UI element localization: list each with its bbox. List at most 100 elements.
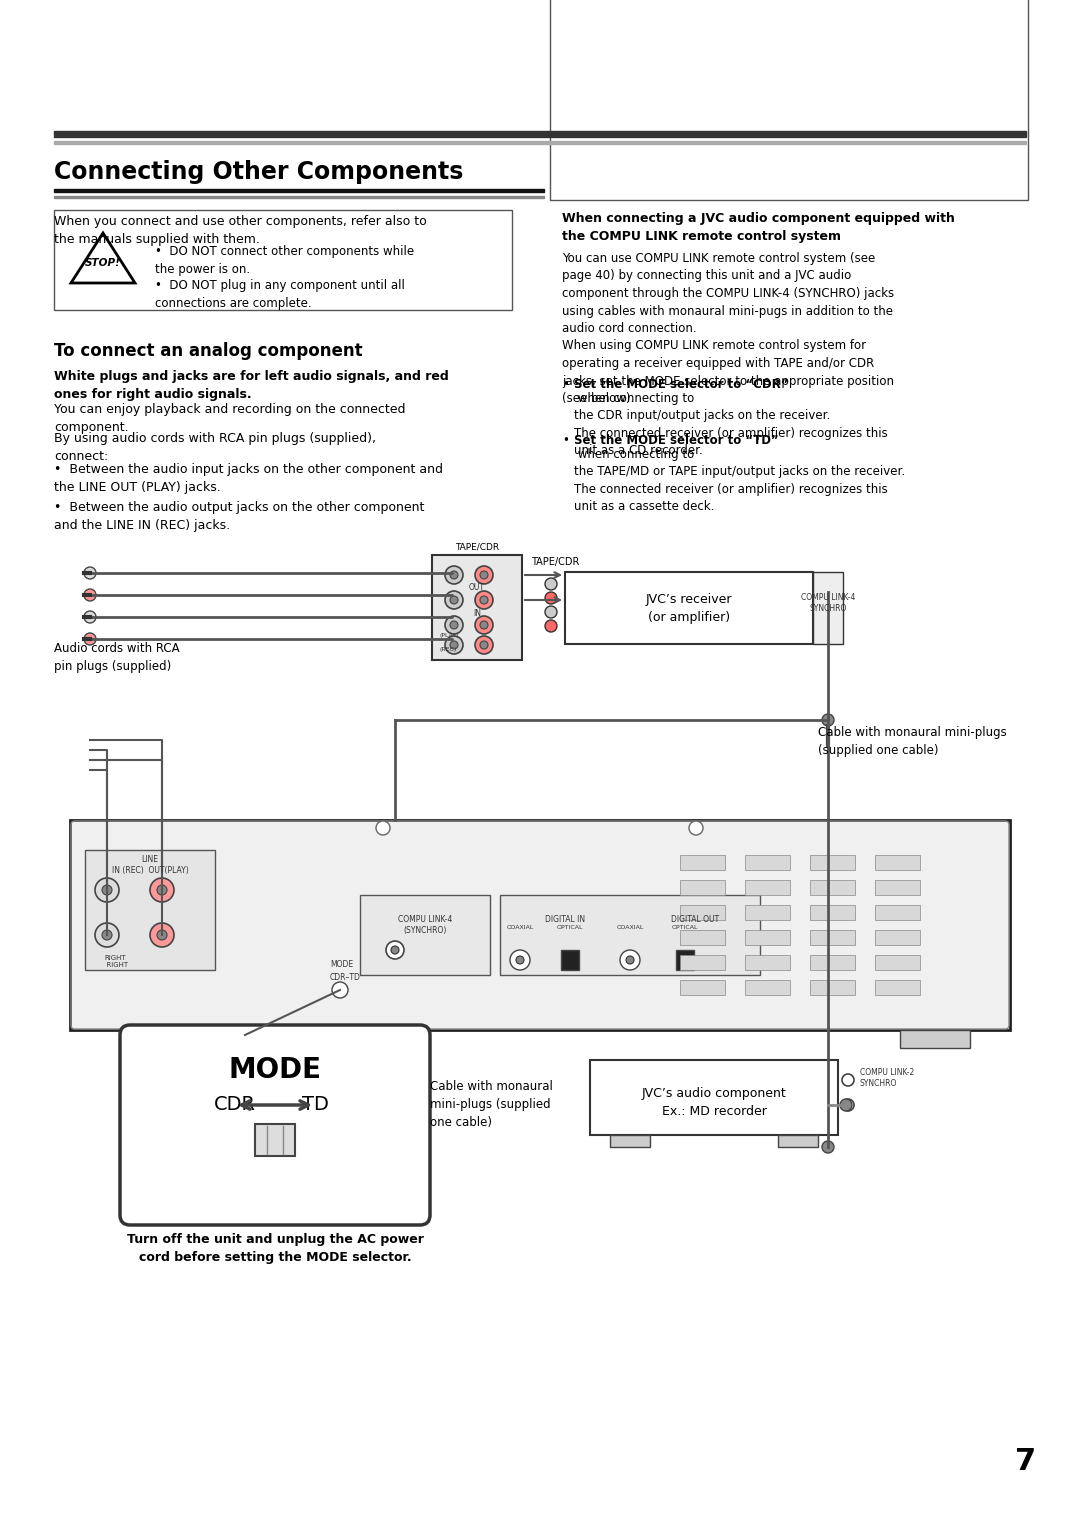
Text: JVC’s audio component
Ex.: MD recorder: JVC’s audio component Ex.: MD recorder bbox=[642, 1087, 786, 1118]
Bar bbox=[590, 1060, 838, 1135]
Circle shape bbox=[445, 566, 463, 584]
Bar bbox=[745, 881, 789, 894]
Circle shape bbox=[386, 940, 404, 959]
Circle shape bbox=[450, 621, 458, 628]
Circle shape bbox=[376, 821, 390, 835]
Bar bbox=[70, 820, 1010, 1031]
Circle shape bbox=[95, 924, 119, 946]
Text: OPTICAL: OPTICAL bbox=[557, 925, 583, 930]
Text: COMPU LINK-4
(SYNCHRO): COMPU LINK-4 (SYNCHRO) bbox=[397, 914, 453, 936]
Circle shape bbox=[545, 578, 557, 590]
Bar bbox=[810, 956, 855, 969]
Circle shape bbox=[822, 1141, 834, 1153]
Text: Turn off the unit and unplug the AC power
cord before setting the MODE selector.: Turn off the unit and unplug the AC powe… bbox=[126, 1232, 423, 1264]
Circle shape bbox=[84, 612, 96, 622]
Circle shape bbox=[450, 570, 458, 579]
Bar bbox=[54, 188, 544, 193]
Circle shape bbox=[150, 924, 174, 946]
Text: when connecting to
the TAPE/MD or TAPE input/output jacks on the receiver.
The c: when connecting to the TAPE/MD or TAPE i… bbox=[573, 448, 905, 514]
Text: You can use COMPU LINK remote control system (see
page 40) by connecting this un: You can use COMPU LINK remote control sy… bbox=[562, 252, 894, 405]
Bar bbox=[745, 980, 789, 995]
Text: IN: IN bbox=[473, 609, 481, 618]
Circle shape bbox=[620, 950, 640, 969]
Bar bbox=[54, 209, 512, 310]
Bar bbox=[610, 1135, 650, 1147]
Text: JVC’s receiver
(or amplifier): JVC’s receiver (or amplifier) bbox=[646, 593, 732, 624]
Text: When connecting a JVC audio component equipped with
the COMPU LINK remote contro: When connecting a JVC audio component eq… bbox=[562, 213, 955, 243]
Text: Connecting Other Components: Connecting Other Components bbox=[54, 161, 463, 183]
Circle shape bbox=[450, 641, 458, 648]
Text: LINE
IN (REC)  OUT(PLAY): LINE IN (REC) OUT(PLAY) bbox=[111, 855, 188, 875]
Circle shape bbox=[823, 607, 833, 618]
Bar bbox=[54, 141, 1026, 144]
Bar bbox=[875, 905, 920, 920]
Text: 7: 7 bbox=[1015, 1448, 1037, 1477]
Circle shape bbox=[332, 982, 348, 998]
Text: To connect an analog component: To connect an analog component bbox=[54, 342, 363, 359]
Text: DIGITAL IN: DIGITAL IN bbox=[545, 914, 585, 924]
Text: Set the MODE selector to “TD”: Set the MODE selector to “TD” bbox=[573, 434, 779, 446]
Bar bbox=[810, 881, 855, 894]
Circle shape bbox=[157, 930, 167, 940]
Bar bbox=[85, 850, 215, 969]
Text: MODE: MODE bbox=[330, 960, 353, 969]
Bar bbox=[778, 1135, 818, 1147]
Circle shape bbox=[95, 878, 119, 902]
Bar bbox=[745, 956, 789, 969]
Text: (REC): (REC) bbox=[440, 647, 457, 653]
Bar bbox=[550, 0, 1028, 200]
Circle shape bbox=[821, 586, 835, 599]
Bar bbox=[875, 980, 920, 995]
Text: CDR–TD: CDR–TD bbox=[330, 972, 361, 982]
Circle shape bbox=[84, 633, 96, 645]
FancyBboxPatch shape bbox=[120, 1024, 430, 1225]
Text: By using audio cords with RCA pin plugs (supplied),
connect:: By using audio cords with RCA pin plugs … bbox=[54, 433, 376, 463]
Circle shape bbox=[445, 616, 463, 635]
Bar bbox=[360, 894, 490, 976]
Circle shape bbox=[102, 930, 112, 940]
Circle shape bbox=[480, 641, 488, 648]
Circle shape bbox=[475, 616, 492, 635]
Text: STOP!: STOP! bbox=[85, 258, 121, 268]
Bar bbox=[810, 980, 855, 995]
Text: CDR: CDR bbox=[214, 1095, 256, 1115]
Text: COMPU LINK-2
SYNCHRO: COMPU LINK-2 SYNCHRO bbox=[860, 1067, 915, 1089]
Text: •  DO NOT connect other components while
the power is on.: • DO NOT connect other components while … bbox=[156, 245, 414, 275]
Bar bbox=[810, 855, 855, 870]
Bar bbox=[432, 555, 522, 661]
Bar bbox=[680, 930, 725, 945]
Bar bbox=[680, 980, 725, 995]
Text: TD: TD bbox=[301, 1095, 328, 1115]
Text: COAXIAL: COAXIAL bbox=[617, 925, 644, 930]
Bar bbox=[680, 881, 725, 894]
Bar bbox=[900, 1031, 970, 1047]
Bar bbox=[565, 572, 813, 644]
Bar bbox=[875, 930, 920, 945]
Text: White plugs and jacks are for left audio signals, and red
ones for right audio s: White plugs and jacks are for left audio… bbox=[54, 370, 449, 401]
Text: when connecting to
the CDR input/output jacks on the receiver.
The connected rec: when connecting to the CDR input/output … bbox=[573, 391, 888, 457]
Circle shape bbox=[510, 950, 530, 969]
Text: Set the MODE selector to “CDR”: Set the MODE selector to “CDR” bbox=[573, 378, 788, 391]
Circle shape bbox=[840, 1099, 852, 1112]
Text: Cable with monaural mini-plugs
(supplied one cable): Cable with monaural mini-plugs (supplied… bbox=[818, 726, 1007, 757]
Bar bbox=[680, 855, 725, 870]
Circle shape bbox=[480, 570, 488, 579]
Bar bbox=[745, 930, 789, 945]
Circle shape bbox=[475, 592, 492, 609]
Text: COMPU LINK-4
SYNCHRO: COMPU LINK-4 SYNCHRO bbox=[800, 593, 855, 613]
Bar bbox=[150, 1031, 220, 1047]
Text: MODE: MODE bbox=[229, 1057, 322, 1084]
Circle shape bbox=[480, 621, 488, 628]
Bar bbox=[745, 855, 789, 870]
Circle shape bbox=[391, 946, 399, 954]
Circle shape bbox=[450, 596, 458, 604]
Circle shape bbox=[545, 592, 557, 604]
Circle shape bbox=[84, 567, 96, 579]
Text: •  Between the audio output jacks on the other component
and the LINE IN (REC) j: • Between the audio output jacks on the … bbox=[54, 502, 424, 532]
Bar bbox=[561, 950, 579, 969]
Bar bbox=[745, 905, 789, 920]
Bar bbox=[810, 930, 855, 945]
Circle shape bbox=[84, 589, 96, 601]
Circle shape bbox=[842, 1099, 854, 1112]
Text: Audio cords with RCA
pin plugs (supplied): Audio cords with RCA pin plugs (supplied… bbox=[54, 642, 179, 673]
